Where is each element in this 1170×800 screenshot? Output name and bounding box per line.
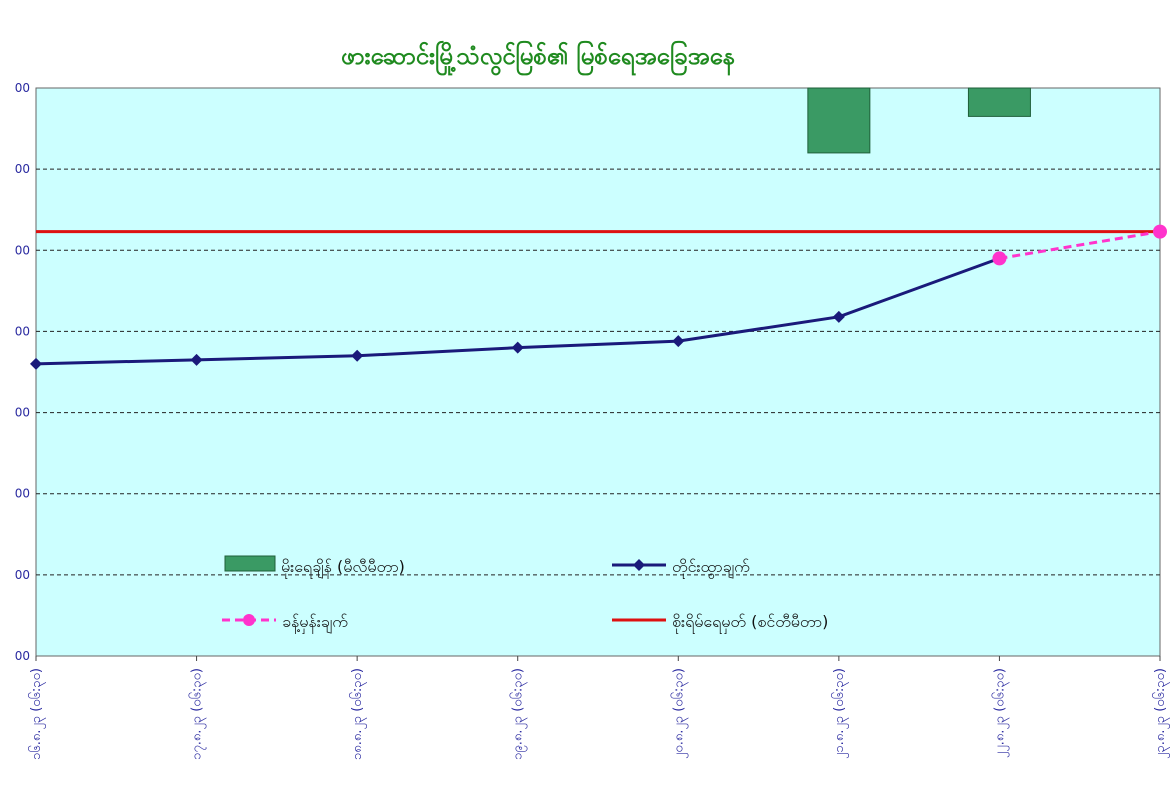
legend-marker-forecast <box>243 614 255 626</box>
y-tick-label: 00 <box>15 243 30 257</box>
y-tick-label: 00 <box>15 406 30 420</box>
x-tick-label: ၁၉.၈.၂၃ (၀၆:၃၀) <box>510 668 528 760</box>
x-tick-label: ၁၆.၈.၂၃ (၀၆:၃၀) <box>28 668 46 760</box>
x-tick-label: ၂၂.၈.၂၃ (၀၆:၃၀) <box>991 668 1009 758</box>
x-tick-label: ၁၈.၈.၂၃ (၀၆:၃၀) <box>349 668 367 760</box>
observed-point <box>511 341 524 354</box>
legend-label-danger: စိုးရိမ်ရေမှတ် (စင်တီမီတာ) <box>672 612 828 634</box>
x-axis-ticks: ၁၆.၈.၂၃ (၀၆:၃၀) ၁၇.၈.၂၃ (၀၆:၃၀) ၁၈.၈.၂၃ (၀… <box>28 656 1170 760</box>
rainfall-bars <box>807 87 1031 154</box>
legend: မိုးရေချိန် (မီလီမီတာ) တိုင်းထွာချက် ခန့… <box>222 555 828 634</box>
legend-swatch-rainfall <box>224 555 276 572</box>
x-tick-label: ၂၁.၈.၂၃ (၀၆:၃၀) <box>831 668 849 759</box>
y-tick-label: 00 <box>15 649 30 663</box>
rainfall-bar <box>967 87 1031 117</box>
x-tick-label: ၂၃.၈.၂၃ (၀၆:၃၀) <box>1152 668 1170 759</box>
observed-point <box>832 310 845 323</box>
y-tick-label: 00 <box>15 162 30 176</box>
gridlines <box>36 168 1160 576</box>
observed-point <box>672 335 685 348</box>
y-tick-label: 00 <box>15 81 30 95</box>
observed-point <box>351 349 364 362</box>
forecast-point <box>992 251 1007 266</box>
rainfall-bar <box>807 87 871 154</box>
legend-label-rainfall: မိုးရေချိန် (မီလီမီတာ) <box>281 557 405 579</box>
observed-point <box>190 353 203 366</box>
forecast-line <box>999 230 1161 260</box>
forecast-point <box>1153 224 1167 239</box>
observed-point <box>30 357 42 370</box>
y-tick-label: 00 <box>15 324 30 338</box>
x-tick-label: ၂၀.၈.၂၃ (၀၆:၃၀) <box>670 668 688 759</box>
y-tick-label: 00 <box>15 487 30 501</box>
chart-title: ဖားဆောင်းမြို့သံလွင်မြစ်၏ မြစ်ရေအခြေအနေ <box>341 40 735 76</box>
y-axis-ticks: 00 00 00 00 00 00 00 00 <box>15 81 30 663</box>
x-tick-label: ၁၇.၈.၂၃ (၀၆:၃၀) <box>189 668 207 760</box>
y-tick-label: 00 <box>15 568 30 582</box>
forecast-series <box>992 224 1167 266</box>
legend-label-observed: တိုင်းထွာချက် <box>672 557 750 579</box>
legend-label-forecast: ခန့်မှန်းချက် <box>282 612 348 634</box>
plot-area <box>35 87 1161 657</box>
legend-marker-observed <box>633 559 645 571</box>
